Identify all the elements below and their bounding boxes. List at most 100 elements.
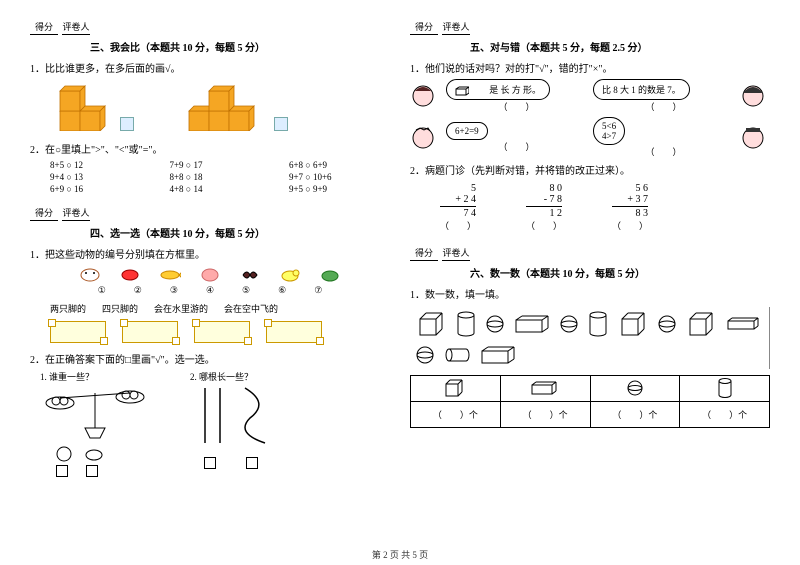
q5-2: 2．病题门诊（先判断对错，并将错的改正过来）。 xyxy=(410,162,770,177)
cat-label: 四只脚的 xyxy=(102,302,138,315)
cat-label: 两只脚的 xyxy=(50,302,86,315)
op-cell[interactable]: 4+8 ○ 14 xyxy=(169,184,260,194)
bird-icon xyxy=(119,267,141,283)
sphere-icon xyxy=(626,379,644,397)
num-label: ④ xyxy=(206,285,214,296)
table-cell xyxy=(680,376,770,402)
balance-sub-1: 1. 谁重一些？ xyxy=(40,370,150,477)
op-cell[interactable]: 8+8 ○ 18 xyxy=(169,172,260,182)
q4-2: 2．在正确答案下面的□里画"√"。选一选。 xyxy=(30,351,390,366)
op-cell[interactable]: 9+7 ○ 10+6 xyxy=(289,172,390,182)
section-3-title: 三、我会比（本题共 10 分，每题 5 分） xyxy=(90,39,390,54)
pig-icon xyxy=(199,267,221,283)
count-cell[interactable]: （ ）个 xyxy=(500,402,590,428)
checkbox[interactable] xyxy=(120,117,134,131)
num-label: ⑦ xyxy=(314,285,322,296)
duck-icon xyxy=(279,267,301,283)
lines-compare-icon xyxy=(190,383,280,455)
cylinder-flat-icon xyxy=(444,347,470,363)
answer-box[interactable] xyxy=(50,321,106,343)
count-cell[interactable]: （ ）个 xyxy=(411,402,501,428)
op-cell[interactable]: 9+4 ○ 13 xyxy=(50,172,141,182)
answer-paren[interactable]: （ ） xyxy=(446,140,587,153)
sub-label: 1. 谁重一些？ xyxy=(40,370,150,383)
num-label: ② xyxy=(134,285,142,296)
op-cell[interactable]: 8+5 ○ 12 xyxy=(50,160,141,170)
count-cell[interactable]: （ ）个 xyxy=(680,402,770,428)
checkbox[interactable] xyxy=(204,457,216,469)
speech-bubble: 5<6 4>7 xyxy=(593,117,625,145)
answer-paren[interactable]: （ ） xyxy=(593,145,734,158)
grader-label: 评卷人 xyxy=(62,20,90,35)
score-box-5: 得分 评卷人 xyxy=(410,20,770,35)
sub-label: 2. 哪根长一些？ xyxy=(190,370,280,383)
grader-label: 评卷人 xyxy=(442,246,470,261)
vmath-result: 8 3 xyxy=(612,208,648,219)
girl-face-icon xyxy=(740,83,766,109)
checkbox[interactable] xyxy=(86,465,98,477)
vmath-line: - 7 8 xyxy=(526,194,562,205)
boy-face-icon xyxy=(410,125,436,151)
table-cell xyxy=(500,376,590,402)
boy-face-icon xyxy=(740,125,766,151)
answer-paren[interactable]: （ ） xyxy=(446,100,587,113)
cube-stack-right xyxy=(184,81,264,131)
butterfly-icon xyxy=(239,267,261,283)
cylinder-icon xyxy=(456,311,476,337)
speech-bubble: 是 长 方 形。 xyxy=(446,79,550,100)
checkbox[interactable] xyxy=(274,117,288,131)
op-cell[interactable]: 6+9 ○ 16 xyxy=(50,184,141,194)
num-label: ⑤ xyxy=(242,285,250,296)
answer-box[interactable] xyxy=(266,321,322,343)
op-cell[interactable]: 6+8 ○ 6+9 xyxy=(289,160,390,170)
answer-paren[interactable]: （ ） xyxy=(526,219,562,232)
vmath-line: 5 6 xyxy=(612,183,648,194)
vmath-line: 5 xyxy=(440,183,476,194)
answer-box[interactable] xyxy=(194,321,250,343)
sphere-icon xyxy=(486,315,504,333)
chick-icon xyxy=(54,445,74,463)
cube-stack-left xyxy=(50,81,110,131)
answer-box[interactable] xyxy=(122,321,178,343)
shapes-area xyxy=(410,307,770,369)
op-cell[interactable]: 7+9 ○ 17 xyxy=(169,160,260,170)
score-box-6: 得分 评卷人 xyxy=(410,246,770,261)
cube-comparison xyxy=(50,81,390,131)
q5-1: 1．他们说的话对吗？对的打"√"，错的打"×"。 xyxy=(410,60,770,75)
cuboid-icon xyxy=(726,317,762,331)
vmath-col: 8 0 - 7 8 1 2 （ ） xyxy=(526,183,562,232)
checkbox[interactable] xyxy=(56,465,68,477)
cylinder-icon xyxy=(717,378,733,398)
turtle-icon xyxy=(319,267,341,283)
vmath-col: 5 + 2 4 7 4 （ ） xyxy=(440,183,476,232)
vmath-line: + 3 7 xyxy=(612,194,648,205)
cube-icon xyxy=(443,378,467,398)
cylinder-icon xyxy=(588,311,608,337)
answer-paren[interactable]: （ ） xyxy=(593,100,734,113)
page-footer: 第 2 页 共 5 页 xyxy=(0,548,800,561)
balance-sub-2: 2. 哪根长一些？ xyxy=(190,370,280,477)
cat-label: 会在水里游的 xyxy=(154,302,208,315)
speech-bubble: 比 8 大 1 的数是 7。 xyxy=(593,79,690,100)
girl-face-icon xyxy=(410,83,436,109)
cuboid-icon xyxy=(455,86,469,96)
score-label: 得分 xyxy=(410,246,438,261)
duck-small-icon xyxy=(84,445,104,463)
balance-scale-icon xyxy=(40,383,150,443)
num-label: ⑥ xyxy=(278,285,286,296)
count-cell[interactable]: （ ）个 xyxy=(590,402,680,428)
answer-paren[interactable]: （ ） xyxy=(440,219,476,232)
vmath-line: 8 0 xyxy=(526,183,562,194)
score-label: 得分 xyxy=(30,206,58,221)
answer-paren[interactable]: （ ） xyxy=(612,219,648,232)
count-table: （ ）个 （ ）个 （ ）个 （ ）个 xyxy=(410,375,770,428)
sphere-icon xyxy=(560,315,578,333)
grader-label: 评卷人 xyxy=(62,206,90,221)
checkbox[interactable] xyxy=(246,457,258,469)
op-cell[interactable]: 9+5 ○ 9+9 xyxy=(289,184,390,194)
vmath-result: 7 4 xyxy=(440,208,476,219)
score-label: 得分 xyxy=(410,20,438,35)
score-box-4: 得分 评卷人 xyxy=(30,206,390,221)
vertical-math: 5 + 2 4 7 4 （ ） 8 0 - 7 8 1 2 （ ） 5 6 + … xyxy=(440,183,770,232)
cube-icon xyxy=(686,311,716,337)
